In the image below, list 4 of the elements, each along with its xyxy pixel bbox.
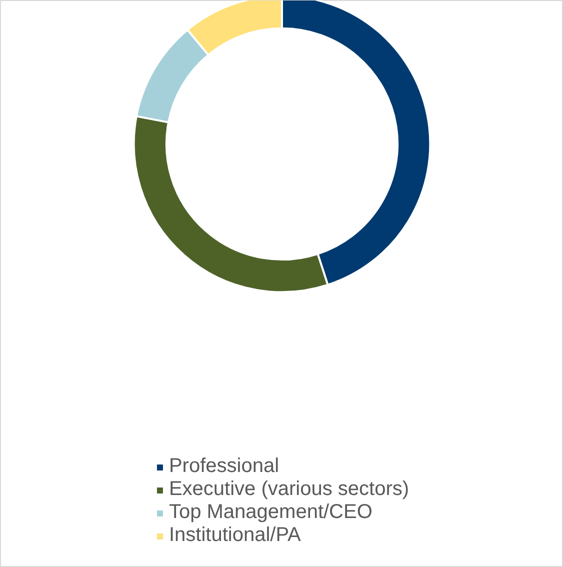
legend-label: Executive (various sectors) [168,478,410,501]
legend-label: Institutional/PA [168,524,301,547]
legend-label: Professional [168,455,280,478]
legend-label: Top Management/CEO [168,501,372,524]
